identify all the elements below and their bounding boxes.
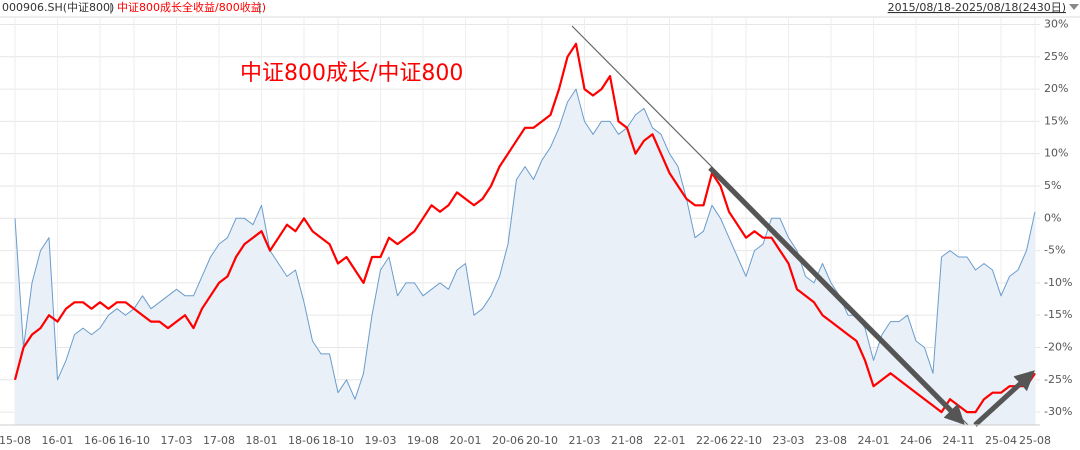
- series-line: [13, 42, 1036, 414]
- y-tick-label: -15%: [1044, 308, 1072, 321]
- x-tick-label: 25-04: [985, 434, 1017, 447]
- x-tick-label: 19-03: [365, 434, 397, 447]
- y-tick-label: -25%: [1044, 373, 1072, 386]
- y-tick-label: -5%: [1044, 244, 1065, 257]
- x-tick-label: 24-01: [858, 434, 890, 447]
- series-name: 中证800成长全收益/800收益): [117, 0, 266, 14]
- x-tick-label: 22-10: [730, 434, 762, 447]
- x-tick-label: 24-11: [943, 434, 975, 447]
- x-tick-label: 25-08: [1019, 434, 1051, 447]
- series-area: [15, 89, 1035, 425]
- x-tick-label: 20-01: [450, 434, 482, 447]
- y-tick-label: 25%: [1044, 50, 1068, 63]
- separator: |: [258, 1, 262, 14]
- date-range[interactable]: 2015/08/18-2025/08/18(2430日): [888, 1, 1066, 14]
- y-tick-label: 15%: [1044, 114, 1068, 127]
- trend-arrow: [708, 166, 965, 425]
- x-tick-label: 19-08: [407, 434, 439, 447]
- x-tick-label: 15-08: [0, 434, 31, 447]
- x-tick-label: 24-06: [900, 434, 932, 447]
- x-tick-label: 16-10: [118, 434, 150, 447]
- series-name: 000906.SH(中证800): [2, 1, 114, 14]
- rebound-arrow: [973, 370, 1035, 427]
- x-tick-label: 22-01: [654, 434, 686, 447]
- y-tick-label: -30%: [1044, 405, 1072, 418]
- x-tick-label: 16-06: [84, 434, 116, 447]
- x-tick-label: 18-06: [288, 434, 320, 447]
- y-tick-label: 5%: [1044, 179, 1061, 192]
- series-line: [14, 88, 1036, 400]
- x-tick-label: 21-08: [611, 434, 643, 447]
- dropdown-icon[interactable]: [1069, 4, 1079, 10]
- annotation: 中证800成长/中证800: [240, 61, 463, 86]
- y-tick-label: 10%: [1044, 147, 1068, 160]
- x-tick-label: 21-03: [569, 434, 601, 447]
- plot: [13, 42, 1036, 425]
- x-tick-label: 17-08: [203, 434, 235, 447]
- y-tick-label: 0%: [1044, 211, 1061, 224]
- x-tick-label: 20-06: [492, 434, 524, 447]
- y-tick-label: -20%: [1044, 340, 1072, 353]
- y-tick-label: -10%: [1044, 276, 1072, 289]
- separator: |: [109, 1, 113, 14]
- x-tick-label: 18-10: [322, 434, 354, 447]
- x-tick-label: 18-01: [246, 434, 278, 447]
- y-tick-label: 30%: [1044, 17, 1068, 30]
- x-tick-label: 16-01: [42, 434, 74, 447]
- y-tick-label: 20%: [1044, 82, 1068, 95]
- x-tick-label: 22-06: [696, 434, 728, 447]
- x-tick-label: 17-03: [161, 434, 193, 447]
- x-tick-label: 23-08: [815, 434, 847, 447]
- x-tick-label: 23-03: [773, 434, 805, 447]
- x-tick-label: 20-10: [526, 434, 558, 447]
